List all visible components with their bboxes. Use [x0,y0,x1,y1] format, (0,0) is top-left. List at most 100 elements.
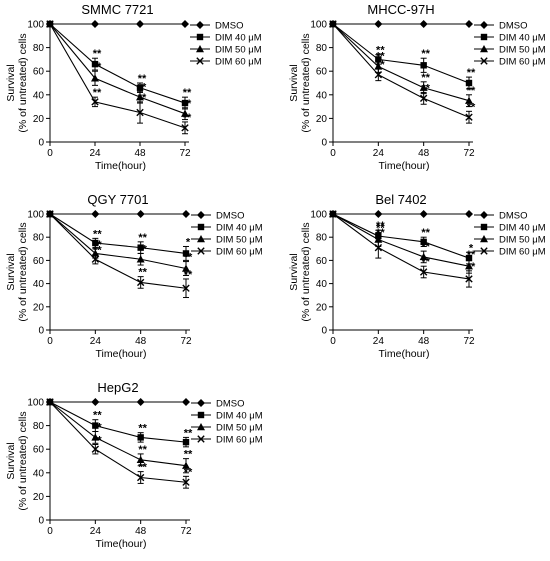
significance-stars: ** [93,61,102,73]
significance-stars: ** [421,72,430,84]
data-point-x [136,108,144,117]
y-tick-label: 40 [33,468,45,479]
data-point-triangle [182,461,190,469]
y-tick-label: 20 [316,302,328,313]
significance-stars: ** [376,59,385,71]
y-axis-label: Survival [5,64,17,101]
x-tick-label: 72 [180,336,192,347]
data-point-diamond [374,210,383,218]
legend-label: DIM 40 μM [499,223,546,234]
series-1 [46,210,190,218]
legend-marker-diamond [197,211,205,219]
data-point-x [182,478,190,486]
y-tick-label: 40 [33,90,45,101]
data-point-triangle [419,252,428,261]
y-tick-label: 60 [33,67,45,78]
data-point-diamond [136,20,144,28]
series-2: ****** [46,398,193,448]
y-tick-label: 0 [321,138,327,149]
significance-stars: ** [93,228,102,240]
chart-panel-1: SMMC 7721 0 20 40 60 80 100 0 24 48 72 Time(hour) Su… [5,2,262,172]
significance-stars: ** [421,82,430,94]
data-point-square [465,79,473,87]
data-point-diamond [374,20,383,28]
significance-stars: ** [183,98,192,110]
legend-marker-x [197,247,205,255]
series-3: ****** [46,210,193,276]
data-point-x [465,275,473,283]
y-axis-label: Survival [5,253,17,290]
chart-panel-2: MHCC-97H 0 20 40 60 80 100 0 24 48 72 Time(hour) Sur… [288,2,546,172]
series-line [332,213,470,267]
significance-stars: ** [184,466,193,478]
x-tick-label: 48 [135,336,147,347]
y-tick-label: 60 [33,445,45,456]
series-line [49,401,187,467]
significance-stars: ** [467,85,476,97]
significance-stars: ** [421,256,430,268]
chart-title: Bel 7402 [375,192,426,207]
y-axis-label: Survival [288,64,300,101]
legend-label: DMSO [215,21,244,32]
y-tick-label: 80 [33,43,45,54]
legend-label: DIM 50 μM [499,45,546,56]
legend-label: DIM 60 μM [215,57,262,68]
significance-stars: ** [138,232,147,244]
data-point-triangle [465,96,473,104]
series-line [49,213,187,289]
x-tick-label: 72 [463,336,475,347]
significance-stars: ** [138,243,147,255]
series-line [332,213,470,259]
data-point-square [137,244,144,251]
data-point-diamond [182,398,190,406]
y-tick-label: 60 [316,67,328,78]
data-point-x [182,284,190,292]
x-axis-label: Time(hour) [95,160,146,172]
data-point-x [46,398,54,406]
significance-stars: ** [421,48,430,60]
series-1 [46,20,189,28]
data-point-triangle [181,109,189,117]
x-tick-label: 72 [463,148,475,159]
legend-marker-x [480,247,488,255]
series-1 [329,20,473,28]
data-point-x [329,20,337,28]
data-point-diamond [136,398,145,406]
significance-stars: ** [467,101,476,113]
x-tick-label: 0 [47,336,53,347]
legend-label: DIM 40 μM [215,33,262,44]
series-2: ***** [46,210,191,261]
data-point-x [181,124,189,132]
x-tick-label: 24 [373,148,385,159]
series-3: ** ** ** [329,210,476,274]
series-3: ****** [46,20,192,121]
y-tick-label: 80 [33,233,45,244]
x-tick-label: 0 [330,336,336,347]
significance-stars: ** [421,227,430,239]
data-point-x [46,210,54,218]
x-tick-label: 48 [134,148,146,159]
y-tick-label: 0 [38,326,44,337]
legend-label: DIM 60 μM [499,57,546,68]
significance-stars: * [186,236,191,248]
chart-panel-3: QGY 7701 0 20 40 60 80 100 0 24 48 72 Time(hour) Sur… [5,192,263,360]
legend-marker-square [197,411,205,419]
data-point-square [181,99,189,107]
data-point-triangle [465,262,473,270]
legend-label: DIM 50 μM [216,423,263,434]
x-tick-label: 0 [330,148,336,159]
significance-stars: ** [138,462,147,474]
series-4: ****** [46,20,192,135]
x-tick-label: 0 [47,148,53,159]
significance-stars: ** [184,449,193,461]
significance-stars: ** [467,261,476,273]
series-2: ***** [329,210,474,265]
significance-stars: ** [376,45,385,57]
legend-label: DIM 60 μM [216,435,263,446]
significance-stars: ** [93,410,102,422]
x-tick-label: 24 [90,336,102,347]
y-axis-label: (% of untreated) cells [17,222,29,321]
legend-label: DIM 50 μM [216,235,263,246]
legend-marker-triangle [480,45,488,53]
